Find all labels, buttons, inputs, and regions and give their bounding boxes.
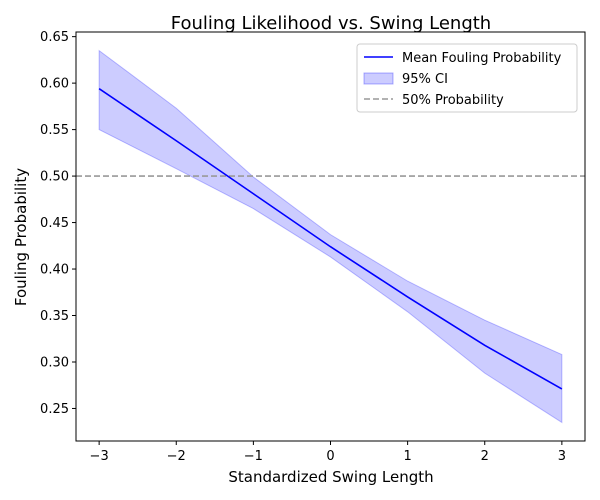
y-axis-label: Fouling Probability	[12, 168, 30, 306]
legend: Mean Fouling Probability 95% CI 50% Prob…	[356, 43, 578, 113]
x-axis-label: Standardized Swing Length	[228, 468, 433, 486]
y-tick-label: 0.25	[40, 402, 69, 417]
mean-line	[98, 88, 563, 390]
legend-box	[356, 43, 578, 113]
x-tick-label: 2	[481, 449, 489, 464]
x-tick-label: 3	[558, 449, 566, 464]
y-axis: 0.25 0.30 0.35 0.40 0.45 0.50 0.55 0.60 0.65	[40, 30, 76, 417]
y-tick-label: 0.30	[40, 355, 69, 370]
y-tick-label: 0.35	[40, 309, 69, 324]
legend-ci-label: 95% CI	[402, 72, 448, 87]
x-tick-label: −3	[90, 449, 109, 464]
y-tick-label: 0.45	[40, 216, 69, 231]
x-tick-label: −1	[244, 449, 263, 464]
plot-area	[76, 49, 585, 424]
x-tick-label: 0	[326, 449, 334, 464]
legend-ci-swatch	[363, 72, 394, 85]
x-tick-label: 1	[403, 449, 411, 464]
legend-mean-label: Mean Fouling Probability	[402, 51, 562, 66]
x-tick-label: −2	[167, 449, 186, 464]
legend-threshold-label: 50% Probability	[402, 93, 504, 108]
y-tick-label: 0.60	[40, 77, 69, 92]
chart-title: Fouling Likelihood vs. Swing Length	[171, 13, 491, 34]
y-tick-label: 0.50	[40, 170, 69, 185]
y-tick-label: 0.40	[40, 263, 69, 278]
x-axis: −3 −2 −1 0 1 2 3	[90, 441, 566, 464]
y-tick-label: 0.65	[40, 30, 69, 45]
ci-band	[98, 49, 563, 424]
y-tick-label: 0.55	[40, 123, 69, 138]
